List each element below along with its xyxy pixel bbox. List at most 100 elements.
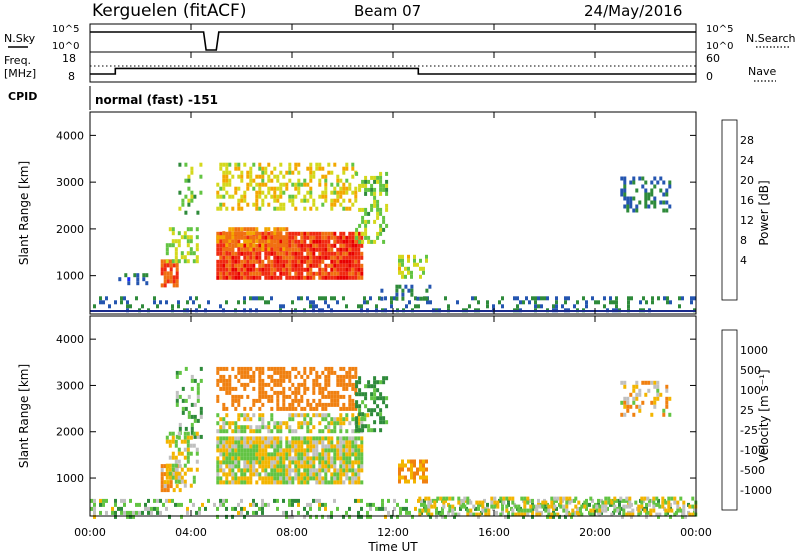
heatmap-cell xyxy=(532,504,536,509)
heatmap-cell xyxy=(297,421,301,426)
heatmap-cell xyxy=(351,263,355,268)
heatmap-cell xyxy=(240,413,244,418)
heatmap-cell xyxy=(630,296,633,301)
heatmap-cell xyxy=(285,452,289,457)
heatmap-cell xyxy=(385,404,389,409)
heatmap-cell xyxy=(318,440,322,445)
heatmap-cell xyxy=(526,508,530,513)
heatmap-cell xyxy=(333,255,337,260)
heatmap-cell xyxy=(279,275,283,280)
heatmap-cell xyxy=(169,271,173,276)
heatmap-cell xyxy=(282,235,286,240)
heatmap-cell xyxy=(258,255,262,260)
heatmap-cell xyxy=(249,425,253,430)
heatmap-cell xyxy=(653,204,657,209)
heatmap-cell xyxy=(670,496,674,501)
heatmap-cell xyxy=(288,243,292,248)
heatmap-cell xyxy=(279,374,283,379)
heatmap-cell xyxy=(294,251,298,256)
heatmap-cell xyxy=(410,284,414,289)
heatmap-cell xyxy=(501,502,504,507)
heatmap-cell xyxy=(222,421,226,426)
heatmap-cell xyxy=(318,436,322,441)
heatmap-cell xyxy=(612,498,615,503)
heatmap-cell xyxy=(354,456,358,461)
heatmap-cell xyxy=(645,514,648,519)
heatmap-cell xyxy=(625,496,629,501)
heatmap-cell xyxy=(120,506,123,511)
heatmap-cell xyxy=(288,267,292,272)
heatmap-cell xyxy=(405,304,408,309)
heatmap-cell xyxy=(175,370,179,375)
heatmap-cell xyxy=(288,464,292,469)
heatmap-cell xyxy=(300,374,304,379)
heatmap-cell xyxy=(667,504,671,509)
heatmap-cell xyxy=(270,231,274,236)
heatmap-cell xyxy=(297,178,301,183)
heatmap-cell xyxy=(237,186,241,191)
heatmap-cell xyxy=(282,370,286,375)
heatmap-cell xyxy=(288,502,291,507)
heatmap-cell xyxy=(177,451,181,456)
heatmap-cell xyxy=(291,255,295,260)
heatmap-cell xyxy=(382,187,386,192)
heatmap-cell xyxy=(361,424,365,429)
heatmap-cell xyxy=(469,508,473,513)
heatmap-cell xyxy=(439,512,443,517)
heatmap-cell xyxy=(398,463,401,468)
heatmap-cell xyxy=(234,263,238,268)
heatmap-cell xyxy=(222,174,226,179)
y-tick-label: 1000 xyxy=(56,472,84,485)
heatmap-cell xyxy=(321,452,325,457)
heatmap-cell xyxy=(401,288,405,293)
heatmap-cell xyxy=(258,456,262,461)
heatmap-cell xyxy=(246,255,250,260)
heatmap-cell xyxy=(222,162,226,167)
heatmap-cell xyxy=(258,460,262,465)
heatmap-cell xyxy=(201,502,204,507)
nave-tick-bottom: 0 xyxy=(706,70,713,83)
heatmap-cell xyxy=(276,382,280,387)
heatmap-cell xyxy=(523,512,527,517)
heatmap-cell xyxy=(192,475,196,480)
heatmap-cell xyxy=(318,263,322,268)
heatmap-cell xyxy=(653,184,657,189)
heatmap-cell xyxy=(342,480,346,485)
heatmap-cell xyxy=(398,479,401,484)
heatmap-cell xyxy=(174,467,178,472)
heatmap-cell xyxy=(163,275,167,280)
heatmap-cell xyxy=(318,402,322,407)
heatmap-cell xyxy=(336,402,340,407)
heatmap-cell xyxy=(261,366,265,371)
heatmap-cell xyxy=(279,370,283,375)
heatmap-cell xyxy=(618,502,621,507)
heatmap-cell xyxy=(282,421,286,426)
heatmap-cell xyxy=(469,512,473,517)
heatmap-cell xyxy=(373,376,377,381)
heatmap-cell xyxy=(457,512,461,517)
heatmap-cell xyxy=(120,300,123,305)
heatmap-cell xyxy=(264,452,268,457)
heatmap-cell xyxy=(246,480,250,485)
heatmap-cell xyxy=(324,413,328,418)
heatmap-cell xyxy=(422,459,425,464)
heatmap-cell xyxy=(288,472,292,477)
heatmap-cell xyxy=(447,510,450,515)
heatmap-cell xyxy=(282,182,286,187)
heatmap-cell xyxy=(324,194,328,199)
heatmap-cell xyxy=(342,394,346,399)
heatmap-cell xyxy=(285,227,289,232)
heatmap-cell xyxy=(291,456,295,461)
heatmap-cell xyxy=(270,243,274,248)
heatmap-cell xyxy=(180,514,183,519)
heatmap-cell xyxy=(193,414,197,419)
heatmap-cell xyxy=(367,187,371,192)
heatmap-cell xyxy=(327,251,331,256)
heatmap-cell xyxy=(234,374,238,379)
heatmap-cell xyxy=(234,386,238,391)
heatmap-cell xyxy=(351,429,355,434)
heatmap-cell xyxy=(258,382,262,387)
heatmap-cell xyxy=(160,263,164,268)
heatmap-cell xyxy=(288,386,292,391)
heatmap-cell xyxy=(258,476,262,481)
